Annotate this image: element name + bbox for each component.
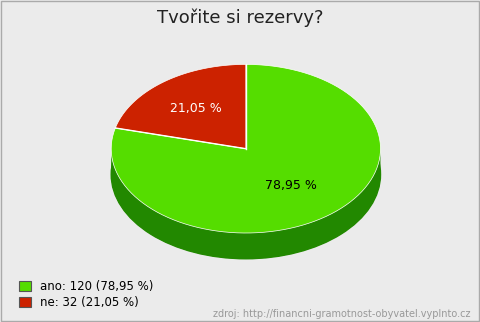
Ellipse shape (111, 90, 381, 259)
Text: 21,05 %: 21,05 % (170, 102, 222, 115)
Polygon shape (111, 149, 381, 259)
Legend: ano: 120 (78,95 %), ne: 32 (21,05 %): ano: 120 (78,95 %), ne: 32 (21,05 %) (15, 276, 157, 313)
Text: zdroj: http://financni-gramotnost-obyvatel.vyplnto.cz: zdroj: http://financni-gramotnost-obyvat… (213, 309, 470, 319)
Polygon shape (115, 64, 246, 149)
Text: 78,95 %: 78,95 % (265, 179, 317, 192)
Polygon shape (111, 64, 381, 233)
Text: Tvořite si rezervy?: Tvořite si rezervy? (157, 8, 323, 26)
